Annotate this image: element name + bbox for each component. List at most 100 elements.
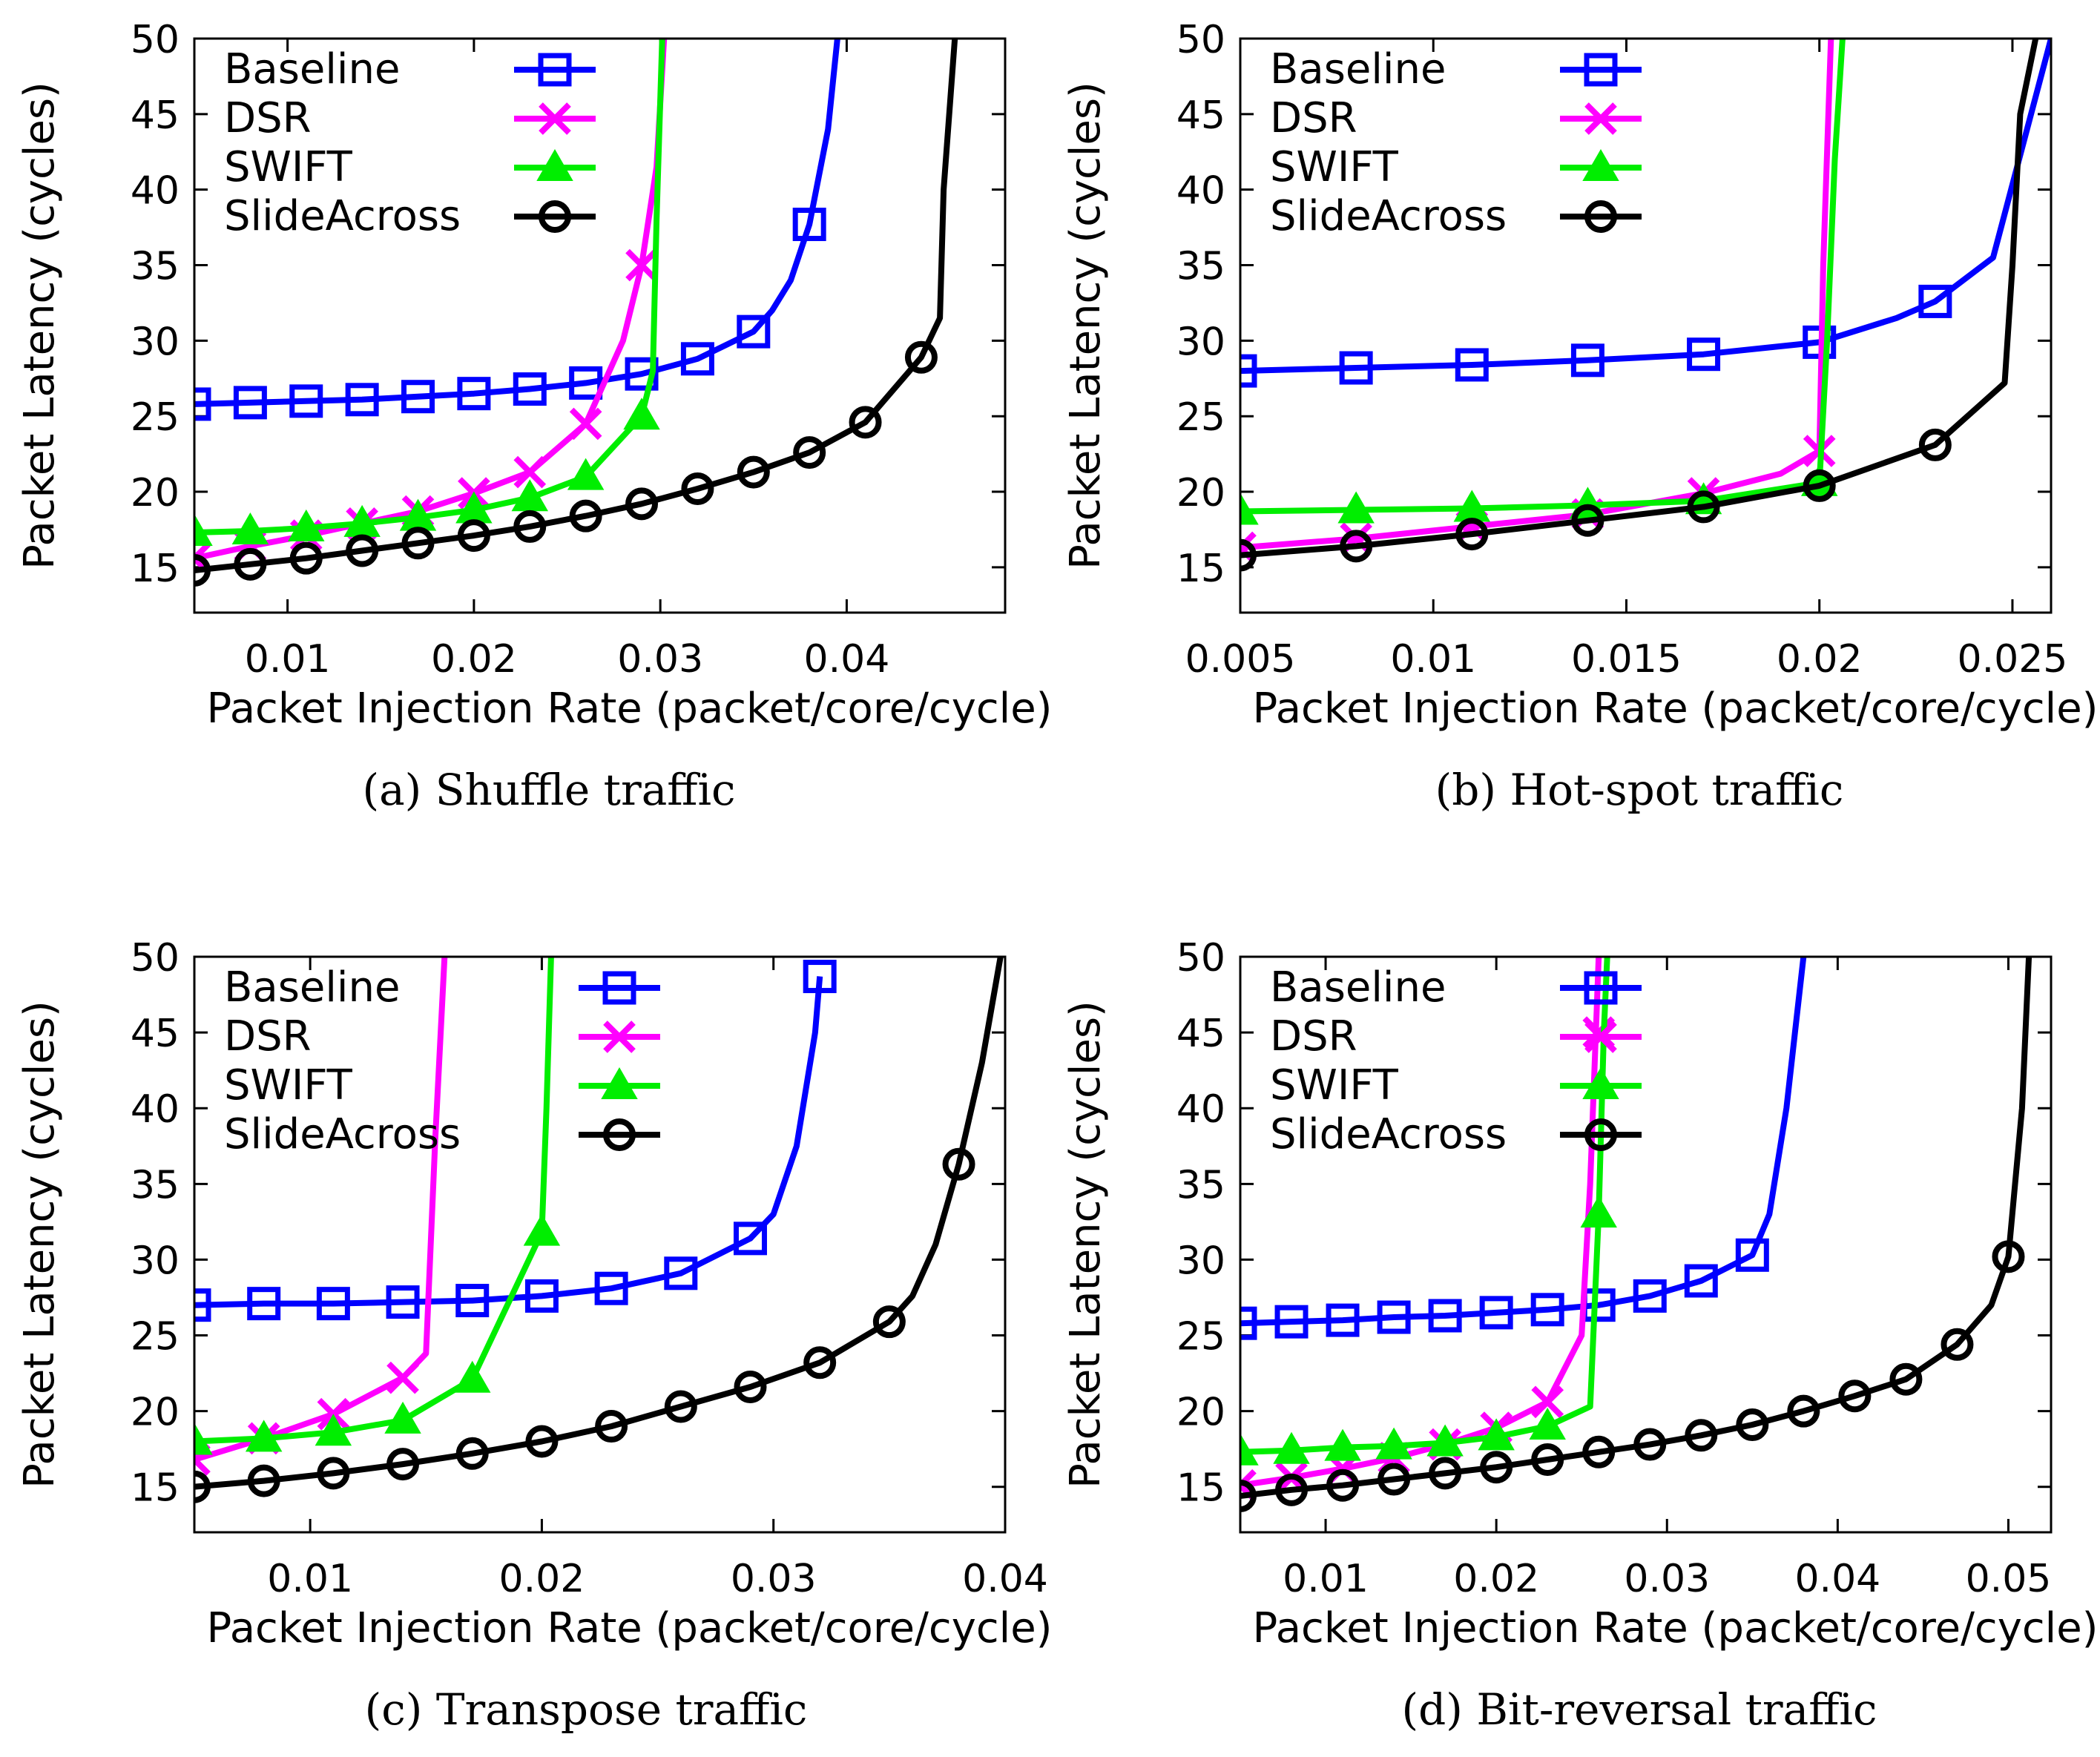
data-point-slideacross — [401, 527, 435, 560]
plot-frame — [1239, 955, 2053, 1534]
legend-marker-dsr — [1584, 102, 1617, 135]
legend-marker-baseline — [1584, 971, 1618, 1005]
data-point-baseline — [345, 383, 379, 417]
x-tick-label: 0.03 — [731, 1557, 817, 1601]
data-point-swift — [1337, 491, 1375, 524]
y-axis-label: Packet Latency (cycles) — [1061, 82, 1110, 570]
data-point-slideacross — [904, 340, 938, 374]
y-tick-label: 30 — [131, 1239, 180, 1283]
data-point-slideacross — [457, 519, 490, 553]
x-tick-label: 0.04 — [962, 1557, 1048, 1601]
data-point-slideacross — [1992, 1240, 2025, 1273]
x-tick-label: 0.05 — [1966, 1557, 2052, 1601]
legend-label-slideacross: SlideAcross — [1270, 192, 1507, 240]
data-point-swift — [1324, 1428, 1361, 1461]
series-line-slideacross — [1240, 39, 2039, 558]
data-point-dsr — [625, 248, 658, 282]
data-point-slideacross — [289, 541, 323, 575]
x-tick-label: 0.01 — [267, 1557, 353, 1601]
data-point-slideacross — [247, 1464, 280, 1497]
legend-marker-dsr — [1584, 1021, 1617, 1053]
data-point-slideacross — [872, 1305, 906, 1339]
data-point-slideacross — [942, 1147, 975, 1181]
legend-label-baseline: Baseline — [1270, 45, 1446, 93]
data-point-baseline — [1428, 1299, 1462, 1333]
data-point-baseline — [1240, 354, 1257, 388]
plot-frame — [193, 37, 1007, 614]
data-point-swift — [384, 1401, 421, 1434]
legend-marker-baseline — [538, 53, 572, 87]
data-point-baseline — [1633, 1279, 1667, 1313]
legend-marker-swift — [1582, 1067, 1619, 1099]
legend-marker-swift — [1582, 148, 1619, 181]
data-point-swift — [1240, 1433, 1259, 1466]
data-point-baseline — [1918, 284, 1952, 318]
legend-label-swift: SWIFT — [1270, 1061, 1399, 1110]
y-tick-label: 25 — [131, 395, 180, 440]
y-tick-label: 35 — [131, 1163, 180, 1207]
legend-marker-swift — [601, 1067, 638, 1099]
data-point-baseline — [625, 357, 659, 391]
data-point-slideacross — [386, 1448, 420, 1481]
data-point-baseline — [1326, 1303, 1360, 1337]
x-tick-label: 0.04 — [804, 637, 890, 682]
y-tick-label: 30 — [131, 320, 180, 364]
data-point-swift — [1240, 492, 1259, 525]
data-point-swift — [231, 512, 269, 545]
legend-marker-swift — [536, 148, 573, 181]
data-point-baseline — [289, 384, 323, 418]
plot-frame — [193, 955, 1007, 1534]
data-point-baseline — [247, 1287, 281, 1321]
data-point-slideacross — [1889, 1362, 1923, 1396]
data-point-baseline — [1735, 1238, 1769, 1272]
data-point-swift — [1273, 1431, 1310, 1464]
data-point-baseline — [792, 208, 826, 242]
y-axis-label: Packet Latency (cycles) — [16, 1001, 64, 1489]
y-tick-label: 50 — [131, 18, 180, 62]
y-tick-label: 40 — [1176, 1087, 1225, 1132]
data-point-baseline — [1274, 1305, 1309, 1339]
legend-label-slideacross: SlideAcross — [224, 1110, 461, 1158]
legend-marker-slideacross — [603, 1118, 636, 1151]
data-point-slideacross — [1531, 1443, 1564, 1476]
y-tick-label: 15 — [1176, 547, 1225, 591]
data-point-slideacross — [234, 547, 267, 581]
legend-marker-dsr — [539, 102, 571, 135]
legend-label-dsr: DSR — [224, 1012, 312, 1061]
legend-label-swift: SWIFT — [1270, 143, 1399, 191]
plot-area — [1240, 957, 2032, 1512]
x-tick-label: 0.03 — [1624, 1557, 1710, 1601]
x-tick-label: 0.02 — [1453, 1557, 1539, 1601]
x-tick-label: 0.01 — [245, 637, 331, 682]
legend-marker-dsr — [603, 1021, 636, 1053]
data-point-slideacross — [625, 487, 659, 521]
y-tick-label: 20 — [131, 471, 180, 515]
y-tick-label: 40 — [131, 1087, 180, 1132]
data-point-baseline — [1339, 351, 1373, 385]
series-line-slideacross — [194, 957, 1004, 1490]
legend-marker-baseline — [602, 971, 636, 1005]
data-point-slideacross — [1377, 1463, 1411, 1496]
data-point-slideacross — [793, 436, 826, 469]
data-point-baseline — [1377, 1300, 1411, 1334]
y-tick-label: 35 — [1176, 245, 1225, 289]
y-tick-label: 45 — [1176, 93, 1225, 138]
data-point-baseline — [457, 377, 491, 411]
data-point-slideacross — [1687, 490, 1720, 524]
y-tick-label: 25 — [1176, 1315, 1225, 1359]
plot-area — [194, 39, 958, 587]
y-tick-label: 25 — [131, 1315, 180, 1359]
data-point-slideacross — [1582, 1435, 1616, 1468]
y-tick-label: 20 — [1176, 471, 1225, 515]
data-point-swift — [1375, 1427, 1412, 1460]
panel-caption: (c) Transpose traffic — [365, 1684, 808, 1735]
y-tick-label: 25 — [1176, 395, 1225, 440]
data-point-slideacross — [595, 1410, 628, 1443]
data-point-slideacross — [1480, 1451, 1513, 1484]
legend-marker-baseline — [1584, 53, 1618, 87]
legend-label-baseline: Baseline — [1270, 963, 1446, 1012]
data-point-slideacross — [664, 1390, 697, 1423]
x-axis-label: Packet Injection Rate (packet/core/cycle… — [206, 685, 1052, 733]
